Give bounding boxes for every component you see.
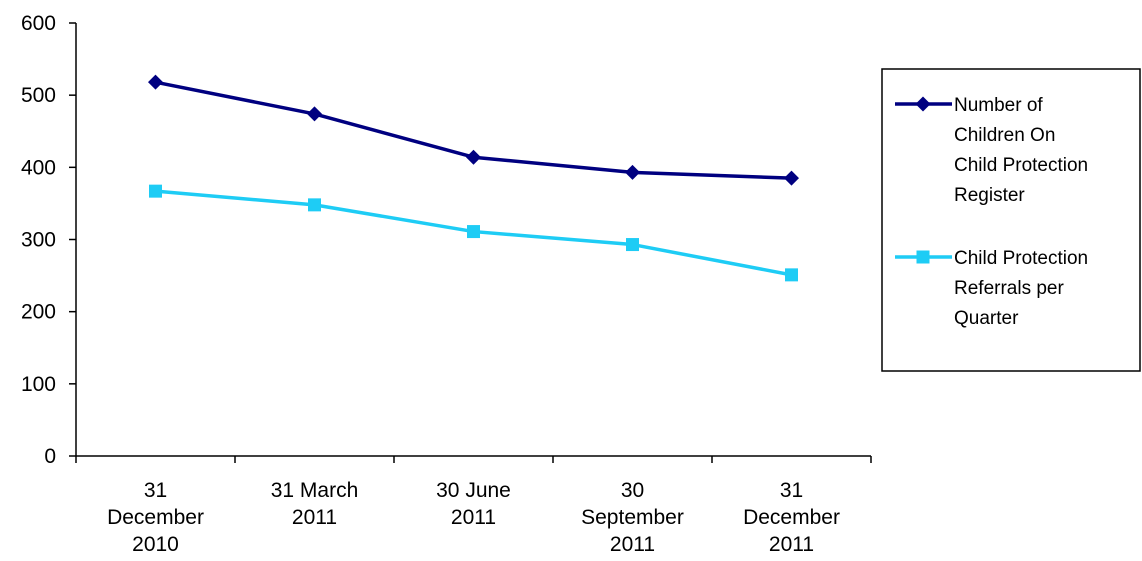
legend-label: Number of Children On Child Protection Regi… bbox=[954, 95, 1088, 206]
x-tick-label-line: 31 bbox=[144, 479, 167, 502]
data-point bbox=[626, 238, 639, 252]
legend-entry: Child Protection Referrals per Quarter bbox=[895, 248, 1088, 329]
legend-box bbox=[881, 68, 1141, 372]
legend-label-line: Referrals per bbox=[954, 278, 1064, 299]
data-point bbox=[466, 149, 481, 165]
x-tick-label-line: 2010 bbox=[132, 533, 179, 556]
x-tick-label-line: 30 bbox=[621, 479, 644, 502]
y-tick-label: 200 bbox=[21, 301, 56, 324]
x-tick-label-line: 2011 bbox=[610, 533, 655, 556]
y-tick-label: 0 bbox=[44, 445, 56, 468]
series-0 bbox=[148, 74, 799, 186]
x-tick-label-line: 30 June bbox=[436, 479, 511, 502]
x-tick-label-line: 2011 bbox=[769, 533, 814, 556]
x-tick-label: 31 December 2011 bbox=[743, 479, 840, 556]
x-tick-label-line: September bbox=[581, 506, 684, 529]
legend-swatch-marker bbox=[916, 250, 930, 264]
legend-swatch-marker bbox=[915, 96, 931, 112]
x-tick-label-line: 2011 bbox=[451, 506, 496, 529]
legend-label-line: Quarter bbox=[954, 308, 1019, 329]
x-tick-label: 31 March 2011 bbox=[271, 479, 359, 529]
x-tick-label: 31 December 2010 bbox=[107, 479, 204, 556]
legend-label: Child Protection Referrals per Quarter bbox=[954, 248, 1088, 329]
legend-label-line: Children On bbox=[954, 125, 1055, 146]
x-tick-label: 30 September 2011 bbox=[581, 479, 684, 556]
x-tick-label-line: December bbox=[743, 506, 840, 529]
y-tick-label: 600 bbox=[21, 12, 56, 35]
legend-label-line: Register bbox=[954, 185, 1025, 206]
series-layer bbox=[148, 74, 799, 282]
data-point bbox=[784, 170, 799, 186]
legend-entry: Number of Children On Child Protection Regi… bbox=[895, 95, 1088, 206]
legend-label-line: Child Protection bbox=[954, 155, 1088, 176]
data-point bbox=[307, 106, 322, 122]
x-tick-label-line: December bbox=[107, 506, 204, 529]
axes bbox=[75, 23, 871, 457]
x-tick-label-line: 2011 bbox=[292, 506, 337, 529]
legend-label-line: Number of bbox=[954, 95, 1043, 116]
series-1 bbox=[149, 184, 798, 282]
y-tick-label: 500 bbox=[21, 84, 56, 107]
data-point bbox=[148, 74, 163, 90]
legend: Number of Children On Child Protection Regi… bbox=[881, 68, 1141, 372]
data-point bbox=[467, 225, 480, 239]
y-tick-label: 300 bbox=[21, 229, 56, 252]
legend-label-line: Child Protection bbox=[954, 248, 1088, 269]
data-point bbox=[149, 184, 162, 198]
x-tick-label-line: 31 March bbox=[271, 479, 359, 502]
x-tick-label: 30 June 2011 bbox=[436, 479, 511, 529]
data-point bbox=[785, 268, 798, 282]
data-point bbox=[308, 198, 321, 212]
x-tick-label-line: 31 bbox=[780, 479, 803, 502]
y-ticks: 0 100 200 300 400 500 600 bbox=[21, 12, 76, 468]
y-tick-label: 400 bbox=[21, 156, 56, 179]
y-tick-label: 100 bbox=[21, 373, 56, 396]
data-point bbox=[625, 164, 640, 180]
x-ticks: 31 December 2010 31 March 2011 30 June 2011 30 S… bbox=[75, 456, 872, 556]
